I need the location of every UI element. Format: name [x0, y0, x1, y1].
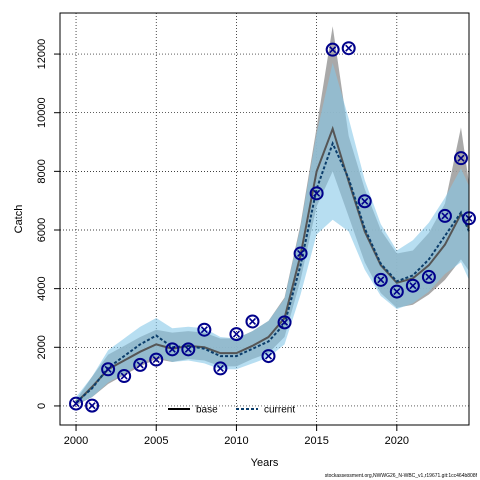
observed-point-2017 — [341, 41, 356, 56]
observed-point-2008 — [197, 322, 212, 337]
observed-point-2006 — [165, 342, 180, 357]
model-cross-2021 — [409, 282, 417, 290]
model-cross-2024 — [457, 154, 465, 162]
observed-point-2018 — [357, 194, 372, 209]
y-tick-label-0: 0 — [36, 403, 48, 409]
model-cross-2017 — [345, 44, 353, 52]
model-cross-2014 — [297, 249, 305, 258]
model-cross-2006 — [168, 345, 176, 353]
model-cross-2016 — [329, 46, 337, 54]
observed-point-2000 — [69, 396, 84, 411]
y-axis-title: Catch — [13, 205, 25, 234]
observed-point-2016 — [325, 42, 340, 57]
observed-point-2015 — [309, 186, 324, 201]
y-tick-label-2000: 2000 — [36, 335, 48, 359]
model-cross-2005 — [152, 356, 160, 364]
x-tick-label-2005: 2005 — [144, 435, 168, 447]
y-axis: 0 2000 4000 6000 8000 10000 12000 — [36, 39, 60, 409]
observed-point-2024 — [453, 151, 468, 166]
model-cross-2008 — [200, 326, 208, 334]
model-cross-2001 — [88, 402, 96, 410]
model-cross-2023 — [441, 212, 449, 220]
legend-current-label: current — [264, 405, 295, 416]
model-cross-2002 — [104, 365, 112, 373]
observed-point-2012 — [261, 349, 276, 364]
x-tick-label-2015: 2015 — [304, 435, 328, 447]
line-current — [75, 140, 470, 404]
observed-point-2005 — [149, 352, 164, 367]
footer-credit: stockassessment.org,NWWG26_N-WBC_v1,r196… — [325, 473, 478, 479]
model-cross-2009 — [216, 364, 224, 372]
y-tick-label-4000: 4000 — [36, 276, 48, 300]
observed-point-2014 — [293, 246, 308, 261]
observed-point-2011 — [245, 314, 260, 329]
model-cross-2018 — [361, 197, 369, 205]
y-tick-label-6000: 6000 — [36, 218, 48, 242]
y-tick-label-8000: 8000 — [36, 159, 48, 183]
observed-point-2007 — [181, 342, 196, 357]
legend: base current — [168, 405, 295, 416]
x-tick-label-2000: 2000 — [64, 435, 88, 447]
observed-point-2010 — [229, 327, 244, 342]
model-cross-2007 — [184, 345, 192, 353]
x-axis-title: Years — [251, 457, 279, 469]
model-cross-2020 — [393, 288, 401, 296]
band-current — [76, 62, 469, 405]
y-tick-label-10000: 10000 — [36, 97, 48, 128]
model-cross-2011 — [248, 317, 257, 326]
observed-point-2013 — [277, 315, 292, 330]
model-cross-2019 — [377, 276, 385, 284]
x-tick-label-2010: 2010 — [224, 435, 248, 447]
series-lines — [75, 125, 470, 404]
model-cross-2010 — [232, 330, 240, 338]
model-cross-2015 — [313, 189, 321, 197]
observed-point-2004 — [133, 357, 148, 372]
line-base — [75, 125, 470, 404]
observed-points — [69, 41, 476, 413]
y-tick-label-12000: 12000 — [36, 39, 48, 70]
observed-point-2021 — [405, 278, 420, 293]
observed-point-2023 — [437, 208, 452, 223]
observed-point-2002 — [101, 362, 116, 377]
x-axis: 2000 2005 2010 2015 2020 — [64, 425, 409, 447]
observed-point-2001 — [85, 398, 100, 413]
model-cross-2003 — [120, 372, 128, 380]
plot-frame — [59, 12, 470, 426]
observed-point-2020 — [389, 284, 404, 299]
model-cross-2004 — [136, 361, 144, 369]
legend-base-label: base — [196, 405, 218, 416]
model-cross-2000 — [72, 400, 80, 408]
confidence-bands — [76, 26, 469, 406]
observed-point-2022 — [421, 269, 436, 284]
observed-point-2019 — [373, 272, 388, 287]
observed-point-2003 — [117, 369, 132, 384]
model-cross-2013 — [280, 318, 289, 326]
x-tick-label-2020: 2020 — [385, 435, 409, 447]
model-cross-2022 — [425, 273, 433, 281]
model-cross-2012 — [264, 352, 273, 360]
observed-point-2009 — [213, 361, 228, 376]
